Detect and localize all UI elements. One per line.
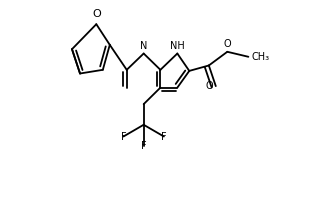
Text: N: N xyxy=(140,41,148,51)
Text: CH₃: CH₃ xyxy=(252,52,270,62)
Text: NH: NH xyxy=(170,41,185,51)
Text: F: F xyxy=(121,132,126,141)
Text: F: F xyxy=(161,132,167,141)
Text: O: O xyxy=(223,38,231,49)
Text: O: O xyxy=(92,9,101,19)
Text: F: F xyxy=(141,141,146,151)
Text: O: O xyxy=(206,81,213,91)
